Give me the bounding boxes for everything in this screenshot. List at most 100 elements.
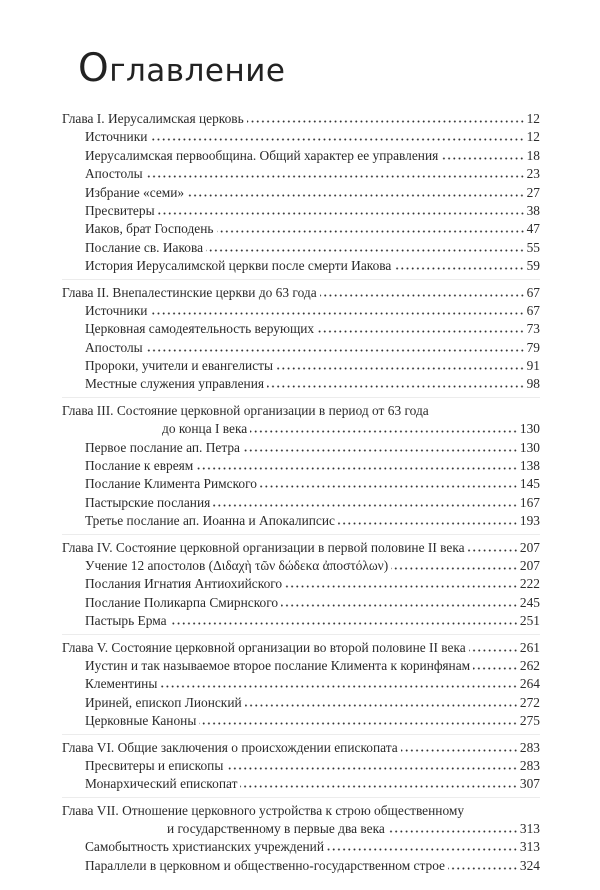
toc-entry[interactable]: Учение 12 апостолов (Διδαχὴ τῶν δώδεκα ἀ… <box>62 557 540 575</box>
page-number: 18 <box>526 147 540 163</box>
chapter-heading[interactable]: Глава III. Состояние церковной организац… <box>62 402 540 420</box>
chapter-heading[interactable]: Глава II. Внепалестинские церкви до 63 г… <box>62 284 540 302</box>
toc-entry[interactable]: Церковная самодеятельность верующих 73 <box>62 320 540 338</box>
leader-dots <box>448 859 518 870</box>
page-number: 262 <box>519 657 540 673</box>
toc-entry[interactable]: Послание св. Иакова 55 <box>62 239 540 257</box>
entry-label: Глава V. Состояние церковной организации… <box>62 639 466 655</box>
chapter-section: Глава IV. Состояние церковной организаци… <box>62 533 540 631</box>
entry-label: Послание к евреям <box>85 458 194 474</box>
page-number: 98 <box>526 376 540 392</box>
toc-entry[interactable]: Избрание «семи» 27 <box>62 184 540 202</box>
leader-dots <box>246 113 525 123</box>
entry-label: Глава II. Внепалестинские церкви до 63 г… <box>62 284 317 300</box>
entry-label: Глава IV. Состояние церковной организаци… <box>62 539 465 555</box>
entry-label: Глава VI. Общие заключения о происхожден… <box>62 739 398 755</box>
page-number: 324 <box>519 857 540 873</box>
entry-label: Иустин и так называемое второе послание … <box>85 657 471 673</box>
toc-entry[interactable]: Местные служения управления 98 <box>62 375 540 393</box>
entry-label: Послание Климента Римского <box>85 476 257 492</box>
leader-dots <box>391 559 518 570</box>
chapter-heading-continued[interactable]: до конца I века 130 <box>62 420 540 438</box>
toc-entry[interactable]: История Иерусалимской церкви после смерт… <box>62 257 540 275</box>
leader-dots <box>276 360 525 371</box>
leader-dots <box>468 641 518 652</box>
toc-entry[interactable]: Пресвитеры 38 <box>62 202 540 220</box>
toc-entry[interactable]: Апостолы 79 <box>62 339 540 357</box>
page-number: 283 <box>519 757 540 773</box>
toc-entry[interactable]: Пресвитеры и епископы 283 <box>62 757 540 775</box>
leader-dots <box>242 441 518 452</box>
leader-dots <box>157 204 525 215</box>
leader-dots <box>267 378 525 389</box>
page-number: 207 <box>519 539 540 555</box>
entry-label: Пресвитеры <box>85 202 155 218</box>
chapter-section: Глава II. Внепалестинские церкви до 63 г… <box>62 278 540 394</box>
entry-label: Первое послание ап. Петра <box>85 439 240 455</box>
chapter-heading[interactable]: Глава I. Иерусалимская церковь 12 <box>62 110 540 128</box>
toc-entry[interactable]: Источники 67 <box>62 302 540 320</box>
entry-label: Параллели в церковном и общественно-госу… <box>85 857 445 873</box>
toc-entry[interactable]: Послания Игнатия Антиохийского 222 <box>62 575 540 593</box>
toc-entry[interactable]: Ириней, епископ Лионский 272 <box>62 694 540 712</box>
toc-entry[interactable]: Монархический епископат 307 <box>62 775 540 793</box>
page-number: 167 <box>519 494 540 510</box>
entry-label: Глава I. Иерусалимская церковь <box>62 111 244 126</box>
entry-label: Пастырь Ерма <box>85 613 167 629</box>
page-number: 67 <box>526 284 540 300</box>
page-number: 307 <box>519 776 540 792</box>
chapter-heading[interactable]: Глава VI. Общие заключения о происхожден… <box>62 739 540 757</box>
page-number: 55 <box>526 239 540 255</box>
leader-dots <box>259 478 518 489</box>
toc-entry[interactable]: Третье послание ап. Иоанна и Апокалипсис… <box>62 512 540 530</box>
toc-entry[interactable]: Клементины 264 <box>62 675 540 693</box>
leader-dots <box>199 715 518 726</box>
leader-dots <box>150 304 525 315</box>
chapter-heading[interactable]: Глава V. Состояние церковной организации… <box>62 639 540 657</box>
entry-label: Клементины <box>85 676 158 692</box>
toc-entry[interactable]: Послание Поликарпа Смирнского 245 <box>62 594 540 612</box>
page-number: 47 <box>526 221 540 237</box>
chapter-heading[interactable]: Глава IV. Состояние церковной организаци… <box>62 539 540 557</box>
toc-entry[interactable]: Первое послание ап. Петра 130 <box>62 439 540 457</box>
leader-dots <box>387 823 518 834</box>
page-number: 73 <box>526 321 540 337</box>
leader-dots <box>160 678 518 689</box>
leader-dots <box>145 341 525 352</box>
toc-entry[interactable]: Иустин и так называемое второе послание … <box>62 657 540 675</box>
toc-entry[interactable]: Апостолы 23 <box>62 165 540 183</box>
title-initial: О <box>78 46 110 91</box>
leader-dots <box>319 286 525 297</box>
chapter-heading-continued[interactable]: и государственному в первые два века 313 <box>62 820 540 838</box>
table-of-contents: Глава I. Иерусалимская церковь 12 Источник… <box>62 110 540 875</box>
entry-label: Иерусалимская первообщина. Общий характе… <box>85 147 439 163</box>
leader-dots <box>317 323 525 334</box>
toc-entry[interactable]: Иаков, брат Господень 47 <box>62 220 540 238</box>
toc-entry[interactable]: Пастырь Ерма 251 <box>62 612 540 630</box>
page-number: 145 <box>519 476 540 492</box>
toc-entry[interactable]: Церковные Каноны 275 <box>62 712 540 730</box>
entry-label: Послание св. Иакова <box>85 239 204 255</box>
leader-dots <box>213 496 518 507</box>
toc-entry[interactable]: Послание к евреям 138 <box>62 457 540 475</box>
page-number: 272 <box>519 694 540 710</box>
entry-label: Апостолы <box>85 339 143 355</box>
toc-entry[interactable]: Источники 12 <box>62 128 540 146</box>
leader-dots <box>250 423 518 434</box>
toc-entry[interactable]: Иерусалимская первообщина. Общий характе… <box>62 147 540 165</box>
page-title: Оглавление <box>78 46 285 91</box>
toc-entry[interactable]: Параллели в церковном и общественно-госу… <box>62 857 540 875</box>
toc-entry[interactable]: Пастырские послания 167 <box>62 494 540 512</box>
toc-entry[interactable]: Самобытность христианских учреждений 313 <box>62 838 540 856</box>
entry-label: Источники <box>85 129 148 145</box>
entry-label: до конца I века <box>162 421 248 437</box>
toc-entry[interactable]: Пророки, учители и евангелисты 91 <box>62 357 540 375</box>
entry-label: и государственному в первые два века <box>167 821 385 837</box>
toc-entry[interactable]: Послание Климента Римского 145 <box>62 475 540 493</box>
entry-label: Ириней, епископ Лионский <box>85 694 242 710</box>
page-number: 251 <box>519 613 540 629</box>
entry-label: Глава III. Состояние церковной организац… <box>62 402 429 418</box>
leader-dots <box>327 841 518 852</box>
entry-label: Самобытность христианских учреждений <box>85 839 325 855</box>
chapter-heading[interactable]: Глава VII. Отношение церковного устройст… <box>62 802 540 820</box>
